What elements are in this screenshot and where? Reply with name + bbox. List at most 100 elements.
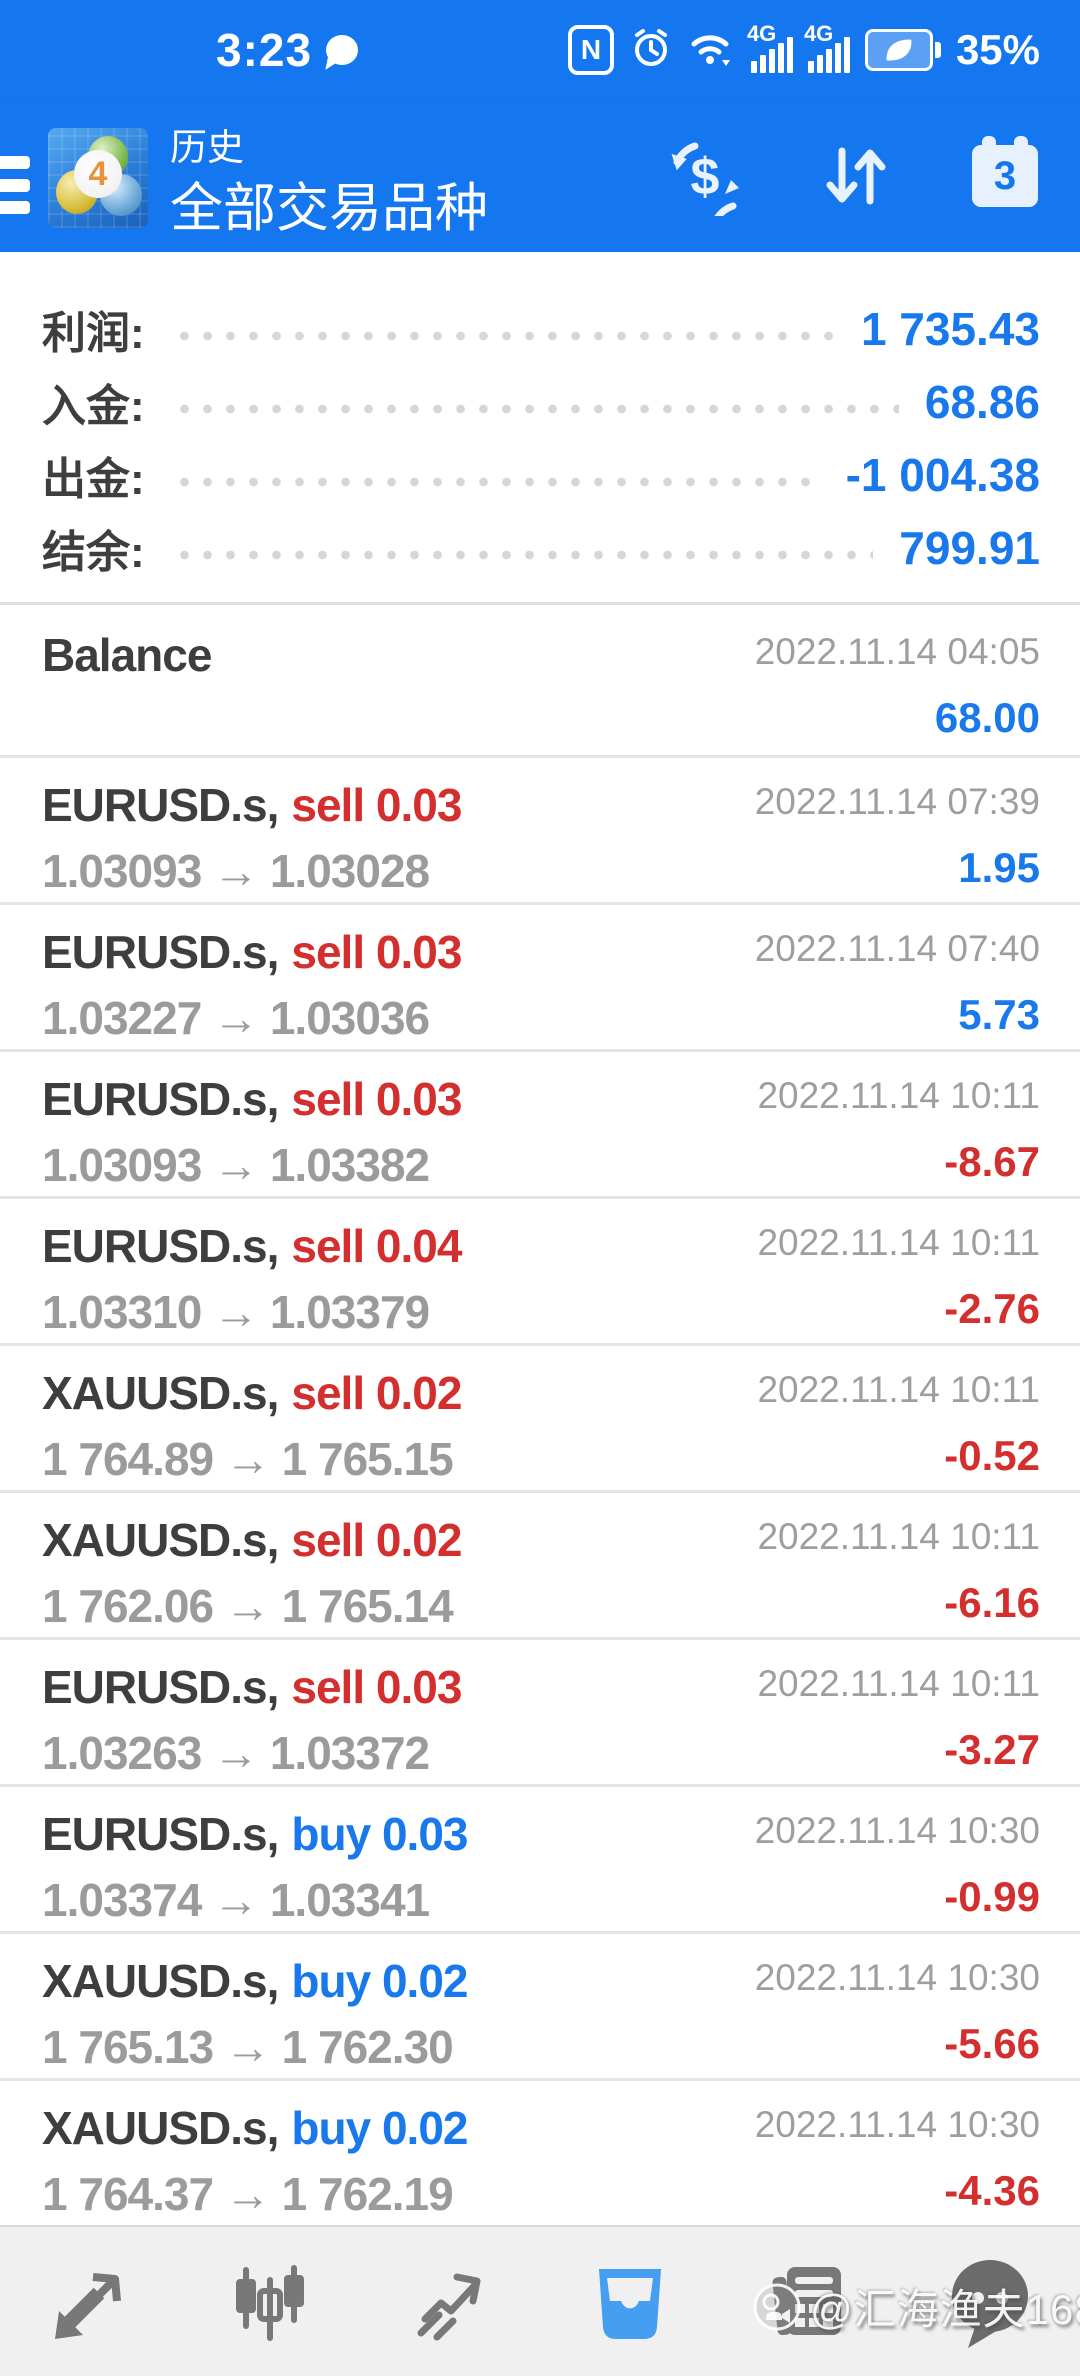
trade-prices: 1.03310 → 1.03379 bbox=[42, 1286, 430, 1338]
summary-panel: 利润: 1 735.43 入金: 68.86 出金: -1 004.38 结余:… bbox=[0, 252, 1080, 605]
trade-action: sell 0.03 bbox=[291, 779, 462, 831]
battery-saver-icon bbox=[864, 29, 941, 71]
tab-charts[interactable] bbox=[360, 2227, 540, 2376]
trade-datetime: 2022.11.14 10:11 bbox=[757, 1369, 1040, 1410]
status-bar: 3:23 N 4G 4G bbox=[0, 0, 1080, 100]
clock-time: 3:23 bbox=[216, 24, 313, 76]
trade-profit: 1.95 bbox=[958, 844, 1040, 891]
trade-row[interactable]: EURUSD.s, sell 0.03 1.03263 → 1.03372 202… bbox=[0, 1637, 1080, 1784]
summary-label: 入金: bbox=[42, 381, 145, 431]
trade-symbol: XAUUSD.s, bbox=[42, 1367, 279, 1419]
trade-profit: -5.66 bbox=[944, 2020, 1040, 2067]
trade-row[interactable]: EURUSD.s, sell 0.03 1.03093 → 1.03028 202… bbox=[0, 755, 1080, 902]
dotted-leader bbox=[172, 549, 874, 560]
trade-action: sell 0.03 bbox=[291, 1661, 462, 1713]
trade-action: buy 0.02 bbox=[291, 1955, 468, 2007]
trade-symbol: Balance bbox=[42, 629, 212, 681]
trade-prices: 1.03227 → 1.03036 bbox=[42, 992, 430, 1044]
trade-history-list: Balance 2022.11.14 04:05 68.00 EURUSD.s,… bbox=[0, 605, 1080, 2225]
trade-profit: 5.73 bbox=[958, 991, 1040, 1038]
trade-prices: 1 765.13 → 1 762.30 bbox=[42, 2021, 454, 2073]
trade-datetime: 2022.11.14 07:39 bbox=[754, 781, 1040, 822]
sim1-signal-icon: 4G bbox=[747, 21, 793, 73]
trade-profit: -4.36 bbox=[944, 2167, 1040, 2214]
trade-action: sell 0.03 bbox=[291, 1073, 462, 1125]
calendar-period-button[interactable]: 3 bbox=[930, 100, 1080, 252]
trade-symbol: XAUUSD.s, bbox=[42, 1514, 279, 1566]
currency-swap-icon: $ bbox=[671, 142, 739, 216]
summary-row-withdrawal: 出金: -1 004.38 bbox=[42, 438, 1040, 511]
sort-button[interactable] bbox=[780, 100, 930, 252]
tab-quotes[interactable] bbox=[180, 2227, 360, 2376]
tab-messages[interactable] bbox=[900, 2227, 1080, 2376]
trade-profit: -0.52 bbox=[944, 1432, 1040, 1479]
trade-row[interactable]: XAUUSD.s, buy 0.02 1 764.37 → 1 762.19 20… bbox=[0, 2078, 1080, 2225]
history-tray-icon bbox=[599, 2268, 661, 2339]
tab-history[interactable] bbox=[540, 2227, 720, 2376]
app-header: 4 历史 全部交易品种 $ bbox=[0, 100, 1080, 252]
trade-row[interactable]: XAUUSD.s, sell 0.02 1 762.06 → 1 765.14 2… bbox=[0, 1490, 1080, 1637]
trade-profit: -3.27 bbox=[944, 1726, 1040, 1773]
summary-value: 68.86 bbox=[924, 375, 1040, 428]
trade-datetime: 2022.11.14 10:30 bbox=[754, 1957, 1040, 1998]
trade-row-balance[interactable]: Balance 2022.11.14 04:05 68.00 bbox=[0, 605, 1080, 755]
messages-bubble-icon bbox=[952, 2259, 1028, 2348]
trade-action: buy 0.03 bbox=[291, 1808, 468, 1860]
news-journal-icon bbox=[772, 2266, 841, 2335]
dotted-leader bbox=[172, 476, 820, 487]
summary-row-balance: 结余: 799.91 bbox=[42, 511, 1040, 584]
trade-symbol: EURUSD.s, bbox=[42, 1808, 279, 1860]
battery-percent: 35% bbox=[955, 26, 1040, 73]
trade-symbol: EURUSD.s, bbox=[42, 926, 279, 978]
trade-prices: 1 762.06 → 1 765.14 bbox=[42, 1580, 454, 1632]
trade-action: sell 0.02 bbox=[291, 1514, 462, 1566]
tab-news[interactable] bbox=[720, 2227, 900, 2376]
trade-datetime: 2022.11.14 10:11 bbox=[757, 1516, 1040, 1557]
alarm-icon bbox=[629, 26, 673, 75]
bottom-nav bbox=[0, 2225, 1080, 2376]
trade-row[interactable]: EURUSD.s, sell 0.03 1.03227 → 1.03036 202… bbox=[0, 902, 1080, 1049]
trade-profit: -8.67 bbox=[944, 1138, 1040, 1185]
trade-datetime: 2022.11.14 07:40 bbox=[754, 928, 1040, 969]
sort-arrows-icon bbox=[826, 147, 886, 205]
dotted-leader bbox=[172, 403, 899, 414]
trade-action: buy 0.02 bbox=[291, 2102, 468, 2154]
charts-line-icon bbox=[417, 2273, 481, 2340]
summary-value: -1 004.38 bbox=[845, 448, 1040, 501]
trade-row[interactable]: EURUSD.s, sell 0.03 1.03093 → 1.03382 202… bbox=[0, 1049, 1080, 1196]
trade-row[interactable]: EURUSD.s, buy 0.03 1.03374 → 1.03341 2022… bbox=[0, 1784, 1080, 1931]
trade-prices: 1 764.37 → 1 762.19 bbox=[42, 2168, 454, 2220]
trade-profit: -2.76 bbox=[944, 1285, 1040, 1332]
trade-row[interactable]: XAUUSD.s, sell 0.02 1 764.89 → 1 765.15 2… bbox=[0, 1343, 1080, 1490]
trade-prices: 1.03093 → 1.03028 bbox=[42, 845, 430, 897]
notification-message-icon bbox=[326, 35, 359, 65]
calendar-icon: 3 bbox=[972, 136, 1038, 207]
quotes-candlestick-icon bbox=[236, 2264, 304, 2341]
trade-symbol: EURUSD.s, bbox=[42, 779, 279, 831]
mt4-logo: 4 bbox=[48, 128, 148, 228]
trade-row[interactable]: XAUUSD.s, buy 0.02 1 765.13 → 1 762.30 20… bbox=[0, 1931, 1080, 2078]
dotted-leader bbox=[172, 330, 835, 341]
trade-action: sell 0.03 bbox=[291, 926, 462, 978]
trade-row[interactable]: EURUSD.s, sell 0.04 1.03310 → 1.03379 202… bbox=[0, 1196, 1080, 1343]
summary-value: 799.91 bbox=[899, 521, 1040, 574]
nfc-icon: N bbox=[567, 25, 614, 75]
trade-symbol: EURUSD.s, bbox=[42, 1661, 279, 1713]
summary-row-deposit: 入金: 68.86 bbox=[42, 365, 1040, 438]
summary-value: 1 735.43 bbox=[860, 302, 1040, 355]
currency-swap-button[interactable]: $ bbox=[630, 100, 780, 252]
trade-prices: 1.03093 → 1.03382 bbox=[42, 1139, 430, 1191]
hamburger-menu-button[interactable] bbox=[0, 156, 30, 214]
trade-symbol: EURUSD.s, bbox=[42, 1220, 279, 1272]
summary-row-profit: 利润: 1 735.43 bbox=[42, 292, 1040, 365]
tab-trade[interactable] bbox=[0, 2227, 180, 2376]
sim2-signal-icon: 4G bbox=[804, 21, 850, 73]
trade-prices: 1.03374 → 1.03341 bbox=[42, 1874, 430, 1926]
mt4-logo-badge: 4 bbox=[74, 150, 122, 198]
trade-icon bbox=[55, 2272, 121, 2339]
summary-label: 出金: bbox=[42, 454, 145, 504]
symbol-filter-subtitle[interactable]: 全部交易品种 bbox=[170, 179, 488, 238]
trade-datetime: 2022.11.14 10:11 bbox=[757, 1222, 1040, 1263]
trade-action: sell 0.02 bbox=[291, 1367, 462, 1419]
